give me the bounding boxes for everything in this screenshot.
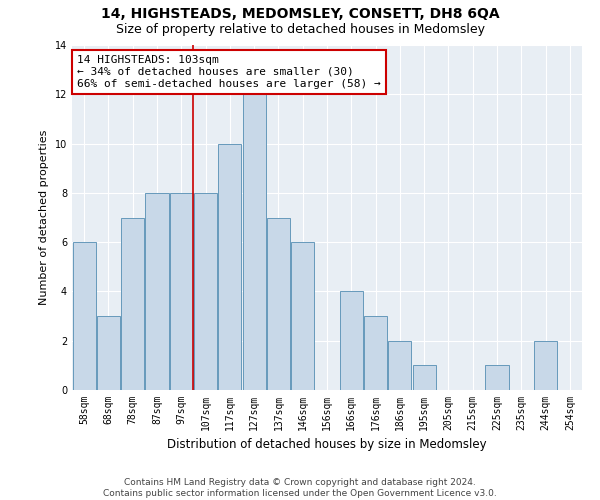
Y-axis label: Number of detached properties: Number of detached properties xyxy=(39,130,49,305)
Bar xyxy=(485,366,509,390)
Bar xyxy=(388,340,412,390)
Bar xyxy=(194,193,217,390)
Bar xyxy=(73,242,95,390)
Bar xyxy=(291,242,314,390)
Bar xyxy=(242,94,266,390)
Bar xyxy=(364,316,387,390)
Bar xyxy=(121,218,144,390)
Bar xyxy=(170,193,193,390)
Text: Contains HM Land Registry data © Crown copyright and database right 2024.
Contai: Contains HM Land Registry data © Crown c… xyxy=(103,478,497,498)
Bar xyxy=(534,340,557,390)
Bar xyxy=(340,292,363,390)
Bar xyxy=(145,193,169,390)
Bar xyxy=(267,218,290,390)
Text: 14 HIGHSTEADS: 103sqm
← 34% of detached houses are smaller (30)
66% of semi-deta: 14 HIGHSTEADS: 103sqm ← 34% of detached … xyxy=(77,56,381,88)
Text: Size of property relative to detached houses in Medomsley: Size of property relative to detached ho… xyxy=(115,22,485,36)
Bar xyxy=(97,316,120,390)
Bar xyxy=(218,144,241,390)
Text: 14, HIGHSTEADS, MEDOMSLEY, CONSETT, DH8 6QA: 14, HIGHSTEADS, MEDOMSLEY, CONSETT, DH8 … xyxy=(101,8,499,22)
Bar xyxy=(413,366,436,390)
X-axis label: Distribution of detached houses by size in Medomsley: Distribution of detached houses by size … xyxy=(167,438,487,452)
